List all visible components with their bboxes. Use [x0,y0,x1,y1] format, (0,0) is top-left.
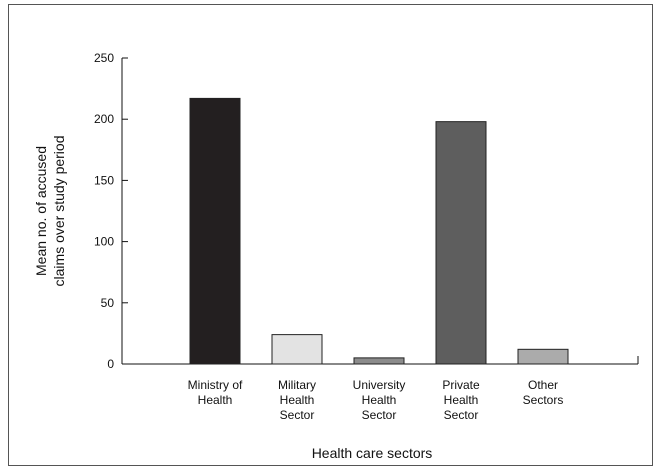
x-tick-label: Ministry of Health [188,378,243,407]
bar [517,348,569,365]
bar [271,334,323,365]
x-tick-label: University Health Sector [353,378,406,422]
bar [189,97,241,365]
x-tick-label: Private Health Sector [442,378,480,422]
x-axis-title: Health care sectors [312,445,433,461]
x-tick-label: Other Sectors [523,378,564,407]
bar [435,121,487,365]
y-axis-title: Mean no. of accused claims over study per… [33,136,67,287]
labels: 0 50 100 150 200 250 Ministry of Health Military… [33,51,563,461]
y-tick-label: 0 [107,357,114,371]
bar [353,357,405,365]
chart-frame [8,4,653,466]
y-tick-label: 100 [94,235,114,249]
y-tick-label: 50 [101,296,115,310]
bars [189,97,569,365]
y-tick-label: 250 [94,51,114,65]
y-tick-label: 200 [94,112,114,126]
y-tick-label: 150 [94,173,114,187]
x-tick-label: Military Health Sector [278,378,316,422]
